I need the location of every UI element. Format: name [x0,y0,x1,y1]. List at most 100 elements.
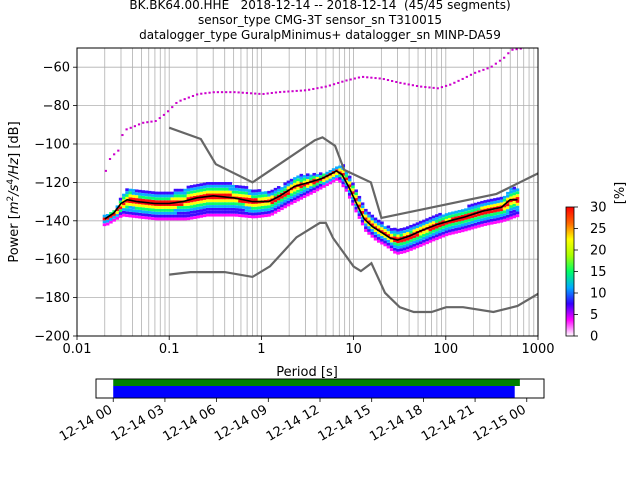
density-cell [189,190,194,194]
density-cell [418,244,423,247]
density-cell [212,184,216,188]
density-cell [447,218,452,221]
density-cell [286,194,291,198]
density-cell [325,171,329,175]
density-cell [173,203,178,206]
density-cell [364,226,368,229]
density-cell [425,232,429,236]
density-cell [238,191,242,194]
density-cell [267,190,271,194]
density-cell [396,243,400,246]
density-cell [254,203,258,207]
density-cell [125,196,129,200]
density-cell [293,182,297,186]
density-cell [151,208,155,212]
timeline-tick-label: 12-14 00 [57,402,115,444]
density-cell [338,174,342,177]
density-cell [460,226,465,230]
density-cell [418,223,423,227]
density-cell [199,203,204,207]
density-cell [273,210,278,214]
density-cell [331,173,336,177]
density-cell [435,231,439,235]
density-cell [273,199,278,203]
density-cell [409,224,413,228]
density-cell [335,172,339,176]
density-cell [109,217,113,221]
density-cell [502,195,507,199]
y-tick-label: −60 [43,61,70,76]
density-cell [509,196,513,200]
density-cell [412,240,417,244]
density-cell [244,214,249,218]
density-cell [241,197,245,201]
max-marker [449,83,452,86]
density-cell [202,185,207,189]
density-cell [351,197,355,200]
density-cell [467,207,471,211]
density-cell [260,197,265,201]
density-cell [299,176,304,180]
density-cell [160,191,165,195]
density-cell [289,196,294,199]
density-cell [180,194,184,198]
density-cell [241,200,245,203]
max-marker [204,92,207,95]
density-cell [470,215,475,218]
max-marker [158,117,161,120]
density-cell [489,201,494,205]
density-cell [147,205,152,209]
density-cell [138,204,142,208]
density-cell [506,209,510,212]
density-cell [189,205,194,209]
density-cell [247,215,252,218]
density-cell [160,194,165,198]
density-cell [341,169,346,173]
density-cell [373,231,378,235]
density-cell [235,210,239,214]
density-cell [454,210,458,214]
density-cell [373,217,378,221]
max-marker [129,126,132,129]
density-cell [296,181,300,185]
density-cell [376,222,381,226]
density-cell [351,182,355,186]
density-cell [299,188,304,192]
density-cell [493,201,497,204]
density-cell [370,220,375,224]
density-cell [247,209,252,213]
density-cell [396,240,400,244]
density-cell [306,179,310,182]
density-cell [512,209,517,213]
density-cell [409,248,413,251]
density-cell [225,187,229,191]
density-cell [447,215,452,218]
density-cell [483,217,488,221]
density-cell [299,185,304,189]
max-marker [498,59,502,62]
density-cell [386,225,391,229]
density-cell [131,200,136,204]
density-cell [167,197,171,201]
density-cell [309,189,313,192]
max-marker [117,149,120,152]
density-cell [289,181,294,185]
density-cell [254,195,258,199]
density-cell [238,214,242,218]
density-cell [415,239,420,243]
density-cell [247,195,252,198]
density-cell [196,204,200,207]
density-cell [422,242,426,246]
density-cell [357,210,362,214]
density-cell [164,200,168,204]
density-cell [418,241,423,244]
density-cell [515,208,520,212]
density-cell [512,186,517,190]
y-tick-label: −100 [34,138,70,153]
density-cell [389,245,394,249]
density-cell [496,208,500,212]
density-cell [312,181,316,185]
chart-title-line2: sensor_type CMG-3T sensor_sn T310015 [197,13,443,27]
density-cell [512,215,517,219]
